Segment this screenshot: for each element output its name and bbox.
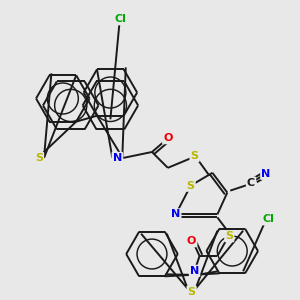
Text: Cl: Cl [263,214,275,224]
Text: Cl: Cl [114,14,126,24]
Text: S: S [188,287,196,297]
Text: N: N [261,169,271,179]
Text: C: C [247,178,255,188]
Text: N: N [171,209,180,219]
Text: S: S [187,181,195,191]
Text: S: S [190,151,199,161]
Text: S: S [225,231,233,241]
Text: N: N [113,153,122,163]
Text: S: S [35,153,43,163]
Text: N: N [190,266,199,276]
Text: O: O [163,133,172,143]
Text: O: O [187,236,196,246]
